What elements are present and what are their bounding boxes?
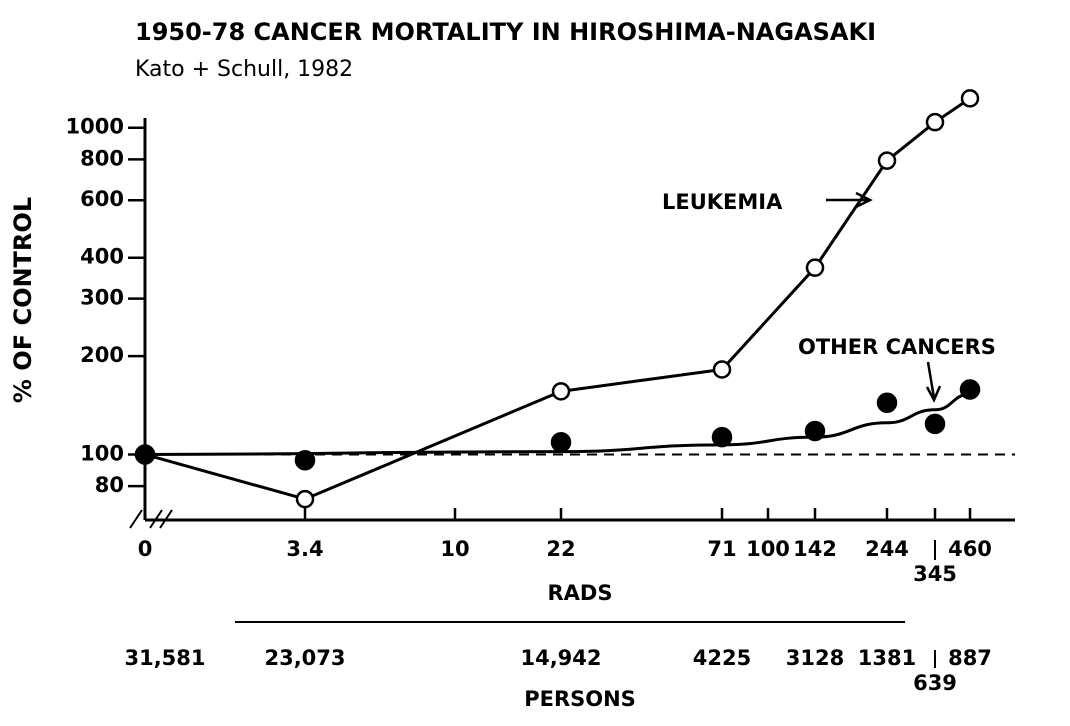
chart-title: 1950-78 CANCER MORTALITY IN HIROSHIMA-NA… [135, 18, 876, 46]
y-tick-label: 600 [80, 187, 124, 211]
persons-count: 23,073 [264, 646, 345, 670]
series-annotation: LEUKEMIA [662, 190, 783, 214]
x-tick-label: 71 [707, 537, 736, 561]
x-tick-label: 345 [913, 562, 957, 586]
persons-count: 639 [913, 671, 957, 695]
point [876, 392, 898, 413]
y-tick-label: 300 [80, 286, 124, 310]
persons-count: 14,942 [520, 646, 601, 670]
y-tick-label: 100 [80, 441, 124, 465]
x-tick-label: 22 [546, 537, 575, 561]
point [877, 151, 897, 170]
series-line [144, 97, 971, 501]
point [960, 89, 980, 108]
persons-label: PERSONS [524, 687, 636, 711]
x-tick-label: 3.4 [286, 537, 323, 561]
chart-subtitle: Kato + Schull, 1982 [135, 57, 353, 82]
y-tick-label: 1000 [66, 115, 124, 139]
x-tick-label: 0 [138, 537, 153, 561]
point [550, 431, 572, 453]
y-tick-label: 200 [80, 343, 124, 367]
annotation-arrow [925, 361, 942, 403]
point [925, 112, 945, 132]
y-axis-label: % OF CONTROL [9, 197, 37, 403]
point [959, 379, 981, 400]
y-tick-label: 80 [95, 473, 124, 497]
annotation-arrow [826, 191, 873, 209]
persons-count: 4225 [693, 646, 751, 670]
point [805, 258, 825, 277]
fit-curve [144, 392, 971, 456]
series-annotation: OTHER CANCERS [798, 335, 996, 359]
point [712, 360, 732, 379]
x-tick-label: 10 [440, 537, 469, 561]
x-axis-label: RADS [548, 581, 613, 605]
x-tick-label: 100 [746, 537, 790, 561]
point [804, 420, 826, 442]
persons-count: 3128 [786, 646, 844, 670]
persons-count: 887 [948, 646, 992, 670]
point [134, 444, 156, 465]
axis-break [129, 509, 173, 529]
persons-count: 31,581 [124, 646, 205, 670]
y-tick-label: 800 [80, 146, 124, 170]
x-tick-label: 142 [793, 537, 837, 561]
y-tick-label: 400 [80, 245, 124, 269]
point [551, 382, 571, 401]
point [294, 449, 316, 471]
point [295, 489, 315, 509]
persons-count: 1381 [858, 646, 916, 670]
point [711, 426, 733, 448]
point [924, 413, 946, 435]
x-tick-label: 244 [865, 537, 909, 561]
x-tick-label: 460 [948, 537, 992, 561]
